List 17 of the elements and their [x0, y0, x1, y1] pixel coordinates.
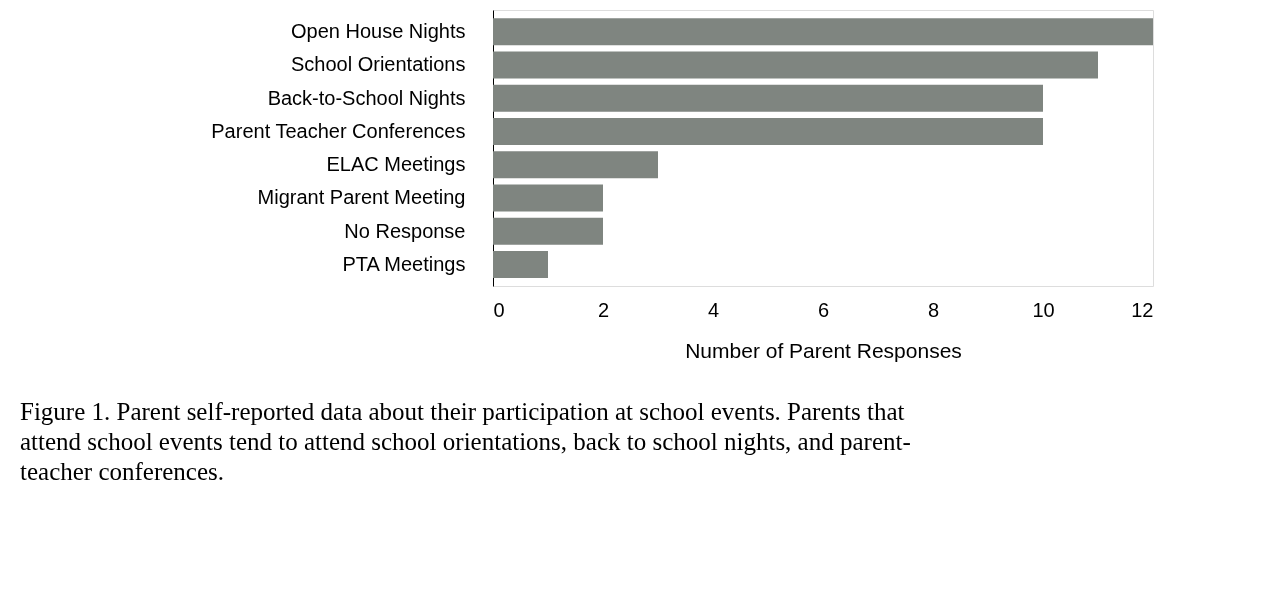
y-tick-label: PTA Meetings: [342, 252, 466, 275]
y-tick-label: Back-to-School Nights: [267, 86, 466, 109]
x-tick-label: 0: [493, 298, 505, 321]
x-axis-title: Number of Parent Responses: [685, 338, 962, 362]
y-tick-label: Open House Nights: [290, 20, 466, 43]
x-tick-label: 4: [707, 298, 720, 321]
x-tick-label: 12: [1131, 298, 1154, 321]
x-tick-label: 8: [927, 298, 940, 321]
y-tick-label: ELAC Meetings: [326, 153, 466, 176]
y-tick-label: Parent Teacher Conferences: [211, 119, 466, 142]
x-tick-label: 2: [597, 298, 610, 321]
x-tick-label: 6: [817, 298, 830, 321]
x-tick-label: 10: [1032, 298, 1055, 321]
y-tick-label: Migrant Parent Meeting: [257, 186, 466, 209]
caption: Figure 1. Parent self-reported data about their participation at school events. Parents that attend school events tend to attend school orientations, back to school nights, and parent-teacher conferences.: [20, 398, 911, 485]
y-tick-label: School Orientations: [290, 53, 466, 76]
y-tick-label: No Response: [344, 219, 466, 242]
